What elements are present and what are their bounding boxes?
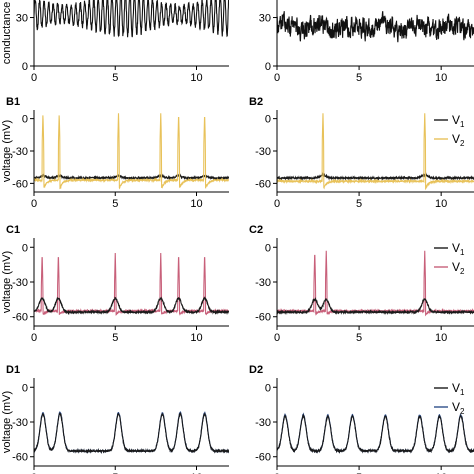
x-tick-label: 0 [274,198,280,210]
legend-label-sub: 2 [460,407,465,416]
panel-D1: 0 5 10 0 -30 -60 D1 voltage (mV) [1,364,229,474]
x-tick-label: 0 [31,472,37,474]
x-tick-label: 0 [274,332,280,344]
x-tick-label: 0 [274,472,280,474]
legend-label-V1: V1 [452,241,465,257]
x-tick-label: 10 [190,198,202,210]
y-tick-label: -60 [12,178,28,190]
panel-C1: 0 5 10 0 -30 -60 C1 voltage (mV) [1,224,229,344]
legend-label-letter: V [452,241,460,255]
legend-label-V1: V1 [452,381,465,397]
x-tick-label: 5 [112,198,118,210]
y-axis-label: voltage (mV) [1,120,13,182]
series-V1-line [277,296,474,316]
x-tick-label: 5 [112,472,118,474]
y-tick-label: 0 [22,114,28,126]
legend-label-V2: V2 [452,132,465,148]
legend-label-sub: 2 [460,139,465,148]
y-axis-label: voltage (mV) [1,391,13,453]
y-tick-label: 0 [22,242,28,254]
y-tick-label: -60 [12,452,28,464]
x-tick-label: 10 [190,472,202,474]
legend-label-V2: V2 [452,400,465,416]
series-V1-line [277,413,474,454]
x-tick-label: 10 [435,332,447,344]
series-V1-line [277,172,474,181]
y-tick-label: 0 [265,61,271,73]
y-tick-label: 30 [16,13,28,25]
y-tick-label: 0 [265,382,271,394]
legend-label-letter: V [452,400,460,414]
legend-label-sub: 1 [460,120,465,129]
x-tick-label: 10 [190,72,202,84]
series-V2-line [34,113,229,190]
y-tick-label: -60 [12,312,28,324]
x-tick-label: 0 [31,332,37,344]
y-tick-label: -60 [255,452,271,464]
series-V1-line [34,173,229,181]
y-tick-label: -30 [12,146,28,158]
y-tick-label: -30 [12,417,28,429]
series-trace-line [34,0,229,38]
y-tick-label: 30 [259,13,271,25]
legend-label-sub: 1 [460,248,465,257]
x-tick-label: 10 [190,332,202,344]
x-tick-label: 0 [274,72,280,84]
x-tick-label: 5 [112,72,118,84]
y-tick-label: -30 [255,146,271,158]
y-axis-label: conductance [1,2,13,64]
x-tick-label: 5 [356,72,362,84]
x-tick-label: 10 [435,472,447,474]
panel-label: C2 [249,224,263,236]
y-tick-label: -30 [12,277,28,289]
series-V2-line [34,253,229,316]
legend-label-V2: V2 [452,260,465,276]
x-tick-label: 0 [31,72,37,84]
panel-label: D1 [6,364,20,376]
x-tick-label: 10 [435,72,447,84]
panel-label: C1 [6,224,20,236]
panel-A2: 0 5 10 0 30 [259,0,474,84]
legend-label-V1: V1 [452,113,465,129]
panel-label: B2 [249,96,263,108]
y-tick-label: 0 [22,61,28,73]
legend-label-letter: V [452,132,460,146]
series-V2-line [277,250,474,317]
x-tick-label: 5 [356,472,362,474]
x-tick-label: 10 [435,198,447,210]
y-tick-label: 0 [265,114,271,126]
legend-label-letter: V [452,113,460,127]
x-tick-label: 5 [356,332,362,344]
y-axis-label: voltage (mV) [1,251,13,313]
y-tick-label: 0 [22,382,28,394]
series-V1-line [34,412,229,455]
y-tick-label: -30 [255,277,271,289]
panel-B1: 0 5 10 0 -30 -60 B1 voltage (mV) [1,96,229,210]
y-tick-label: -60 [255,312,271,324]
panel-label: B1 [6,96,20,108]
legend-label-letter: V [452,260,460,274]
y-tick-label: -30 [255,417,271,429]
y-tick-label: 0 [265,242,271,254]
legend-label-sub: 1 [460,388,465,397]
legend-label-sub: 2 [460,267,465,276]
x-tick-label: 5 [356,198,362,210]
panel-label: D2 [249,364,263,376]
x-tick-label: 0 [31,198,37,210]
x-tick-label: 5 [112,332,118,344]
series-V2-line [277,113,474,191]
series-V1-line [34,296,229,315]
y-tick-label: -60 [255,178,271,190]
series-trace-line [277,11,474,43]
legend-label-letter: V [452,381,460,395]
